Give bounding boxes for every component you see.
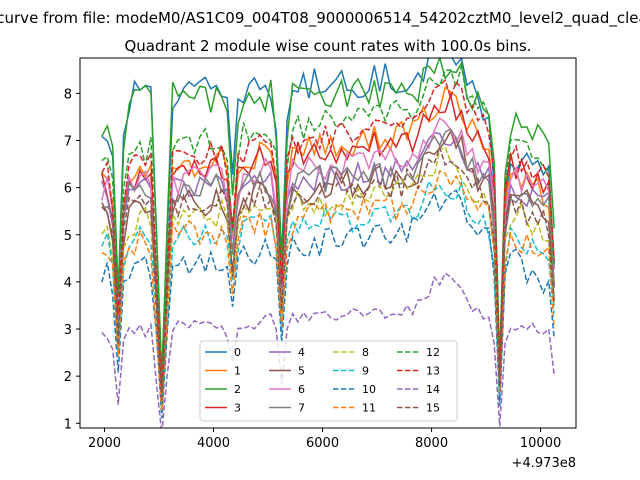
y-tick-label: 2	[64, 370, 72, 385]
series-line-3	[101, 92, 555, 397]
x-axis: 2000 4000 6000 8000 10000	[88, 428, 561, 451]
x-tick-label: 10000	[520, 436, 561, 451]
y-tick-label: 7	[64, 134, 72, 149]
legend-label-10: 10	[362, 383, 376, 396]
y-tick-label: 3	[64, 323, 72, 338]
legend-label-4: 4	[298, 346, 305, 359]
legend-label-15: 15	[426, 402, 440, 415]
legend-label-13: 13	[426, 365, 440, 378]
legend-label-0: 0	[234, 346, 241, 359]
y-tick-label: 8	[64, 87, 72, 102]
x-offset-label: +4.973e8	[512, 456, 576, 471]
legend-label-2: 2	[234, 383, 241, 396]
x-tick-label: 6000	[306, 436, 339, 451]
legend-label-3: 3	[234, 402, 241, 415]
series-line-6	[101, 117, 555, 398]
series-line-5	[101, 129, 555, 405]
legend-label-12: 12	[426, 346, 440, 359]
series-line-13	[101, 78, 555, 392]
plot-frame	[79, 57, 577, 429]
y-axis: 1 2 3 4 5 6 7 8	[64, 87, 80, 432]
legend-label-7: 7	[298, 402, 305, 415]
y-tick-label: 6	[64, 182, 72, 197]
y-tick-label: 1	[64, 417, 72, 432]
series-line-15	[101, 145, 555, 402]
legend-label-8: 8	[362, 346, 369, 359]
series-line-9	[101, 179, 555, 411]
series-line-12	[101, 65, 555, 389]
x-tick-label: 4000	[197, 436, 230, 451]
legend-label-11: 11	[362, 402, 376, 415]
y-tick-label: 5	[64, 229, 72, 244]
series-layer	[101, 58, 555, 428]
plot-title: Quadrant 2 module wise count rates with …	[124, 37, 531, 55]
x-tick-label: 2000	[88, 436, 121, 451]
series-line-0	[101, 58, 555, 378]
series-line-2	[101, 58, 555, 378]
legend-label-9: 9	[362, 365, 369, 378]
plot-area	[79, 57, 577, 429]
legend-frame	[199, 340, 458, 422]
series-line-10	[101, 189, 555, 419]
series-line-11	[101, 169, 555, 411]
series-line-8	[101, 146, 555, 407]
legend-label-14: 14	[426, 383, 440, 396]
legend-label-5: 5	[298, 365, 305, 378]
legend-label-1: 1	[234, 365, 241, 378]
y-tick-label: 4	[64, 276, 72, 291]
series-line-14	[101, 272, 555, 428]
x-tick-label: 8000	[415, 436, 448, 451]
figure-suptitle: Light curve from file: modeM0/AS1C09_004…	[0, 9, 640, 28]
legend-label-6: 6	[298, 383, 305, 396]
